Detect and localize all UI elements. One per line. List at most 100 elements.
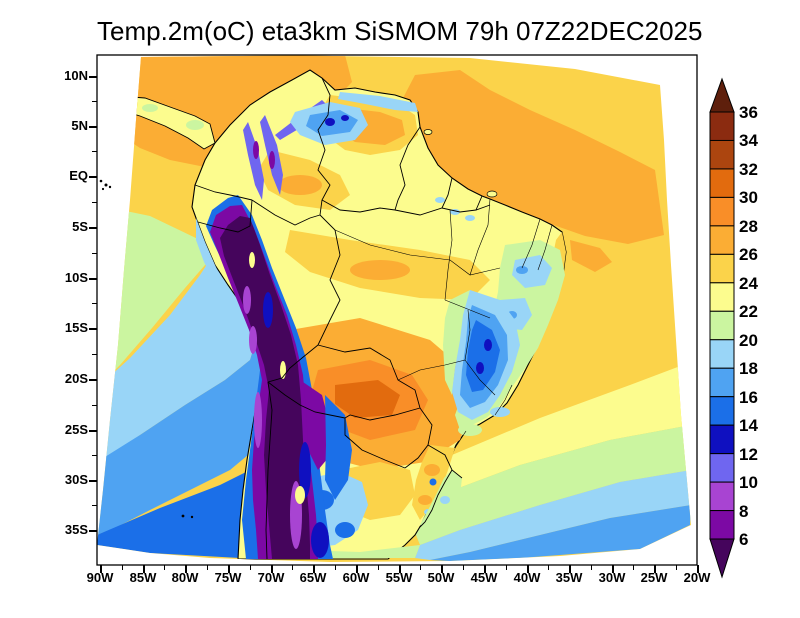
x-major-tick (185, 565, 187, 573)
y-axis-label: 25S (64, 422, 88, 437)
x-axis-label: 75W (214, 570, 242, 585)
colorbar-label: 20 (739, 330, 758, 350)
x-axis-label: 90W (86, 570, 114, 585)
y-axis-label: 15S (64, 320, 88, 335)
x-axis-label: 85W (129, 570, 157, 585)
x-axis-label: 45W (470, 570, 498, 585)
x-axis-label: 80W (171, 570, 199, 585)
colorbar-segment (709, 225, 735, 255)
pacific-island-dot (181, 514, 185, 518)
colorbar-label: 10 (739, 473, 758, 493)
colorbar (709, 77, 735, 579)
colorbar-segment (709, 253, 735, 284)
cordillera-purple-daub (269, 151, 275, 169)
colorbar-label: 36 (739, 103, 758, 122)
colorbar-label: 18 (739, 359, 758, 379)
y-minor-tick (92, 101, 97, 103)
andes-valley-speck (295, 486, 305, 504)
atlantic-warm-band (402, 70, 664, 244)
x-minor-tick (206, 565, 208, 570)
country-borders (194, 77, 491, 560)
colorbar-segment (709, 510, 735, 540)
x-axis-label: 25W (640, 570, 668, 585)
y-minor-tick (92, 505, 97, 507)
colorbar-label: 6 (739, 530, 749, 550)
x-minor-tick (249, 565, 251, 570)
y-axis-label: 10S (64, 270, 88, 285)
colorbar-label: 24 (739, 273, 758, 293)
y-major-tick (89, 480, 97, 482)
y-minor-tick (92, 151, 97, 153)
pacific-cyan-band (97, 252, 256, 462)
pacific-blue-band (97, 340, 262, 535)
llanos-hot-patch (278, 175, 322, 195)
parana-blue-speck (429, 478, 437, 486)
x-axis-label: 40W (513, 570, 541, 585)
andes-orchid-daub (254, 392, 262, 448)
x-major-tick (441, 565, 443, 573)
x-minor-tick (420, 565, 422, 570)
pacific-island-dot (190, 515, 194, 519)
andes-orchid-daub (249, 326, 257, 354)
colorbar-label: 30 (739, 188, 758, 208)
uruguay-cyan-speck (440, 496, 450, 504)
x-major-tick (654, 565, 656, 573)
amazon-hot-patch (350, 260, 410, 280)
colorbar-segment (709, 111, 735, 141)
y-axis-label: 10N (64, 68, 88, 83)
atlantic-cyan-band (415, 470, 691, 560)
y-axis-label: 20S (64, 371, 88, 386)
coastal-cyan-daub (490, 407, 510, 417)
x-axis-label: 35W (555, 570, 583, 585)
x-minor-tick (675, 565, 677, 570)
sertao-cyan-patch (512, 255, 552, 288)
colorbar-label: 28 (739, 216, 758, 236)
x-axis-label: 20W (683, 570, 711, 585)
colorbar-label: 16 (739, 387, 758, 407)
y-major-tick (89, 328, 97, 330)
x-major-tick (356, 565, 358, 573)
y-major-tick (89, 126, 97, 128)
andes-navy-daub (311, 522, 329, 558)
guiana-navy-speck (341, 115, 349, 121)
atlantic-blue-band (430, 505, 691, 561)
andes-dark-core (220, 216, 310, 559)
pacific-green-band (97, 205, 215, 388)
x-major-tick (228, 565, 230, 573)
x-major-tick (697, 565, 699, 573)
isthmus-cool-patch (186, 120, 204, 130)
colorbar-label: 8 (739, 501, 749, 521)
colorbar-segment (709, 367, 735, 398)
y-minor-tick (92, 353, 97, 355)
x-major-tick (313, 565, 315, 573)
y-axis-label: 5S (72, 219, 88, 234)
plot-frame (96, 54, 698, 566)
guyana-cyan-speck (435, 197, 445, 203)
x-major-tick (271, 565, 273, 573)
x-major-tick (100, 565, 102, 573)
plot-title: Temp.2m(oC) eta3km SiSMOM 79h 07Z22DEC20… (97, 16, 703, 46)
y-minor-tick (92, 404, 97, 406)
se-highlands-navy-speck (476, 362, 484, 374)
colorbar-label: 26 (739, 245, 758, 265)
x-minor-tick (505, 565, 507, 570)
y-minor-tick (92, 201, 97, 203)
colorbar-segment (709, 196, 735, 227)
andes-valley-speck (249, 252, 255, 268)
x-minor-tick (633, 565, 635, 570)
altiplano-purple-bulge (300, 380, 330, 470)
colorbar-segment (709, 396, 735, 426)
y-minor-tick (92, 303, 97, 305)
colorbar-segment (709, 424, 735, 455)
x-minor-tick (164, 565, 166, 570)
colorbar-label: 22 (739, 302, 758, 322)
guiana-navy-speck (325, 118, 335, 126)
x-major-tick (569, 565, 571, 573)
marajo-island (486, 190, 498, 198)
colorbar-label: 14 (739, 416, 758, 436)
x-major-tick (484, 565, 486, 573)
y-axis-label: EQ (69, 168, 88, 183)
sertao-blue-speck (516, 266, 528, 274)
colorbar-segment (709, 168, 735, 198)
